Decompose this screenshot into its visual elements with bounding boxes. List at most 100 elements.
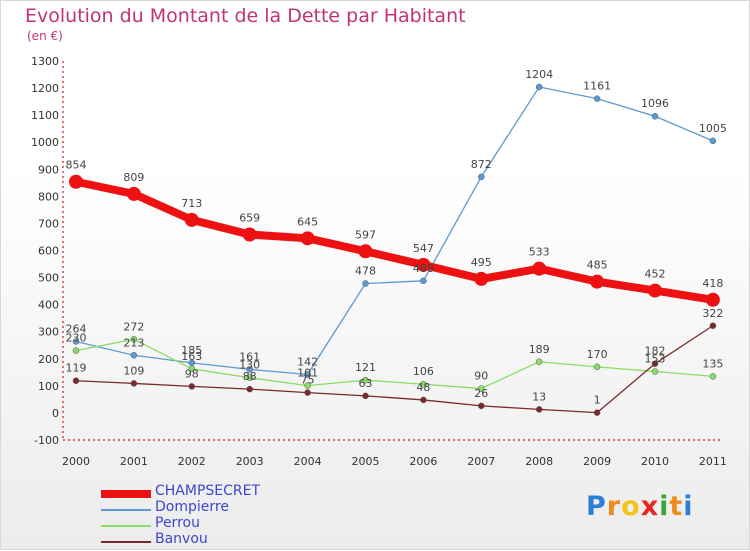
data-label: 264 xyxy=(66,322,87,335)
y-tick-label: 600 xyxy=(38,245,59,258)
data-label: 495 xyxy=(471,256,492,269)
data-point xyxy=(532,261,547,276)
y-tick-label: 1000 xyxy=(31,136,59,149)
data-label: 418 xyxy=(702,277,723,290)
data-point xyxy=(651,368,659,375)
data-point xyxy=(242,227,257,242)
data-label: 488 xyxy=(413,262,434,275)
data-label: 213 xyxy=(123,336,144,349)
data-label: 452 xyxy=(645,268,666,281)
y-tick-label: 700 xyxy=(38,217,59,230)
x-tick-label: 2009 xyxy=(583,455,611,468)
data-label: 872 xyxy=(471,158,492,171)
data-point xyxy=(126,186,141,201)
legend-swatch xyxy=(101,541,151,543)
y-tick-label: 200 xyxy=(38,353,59,366)
data-label: 1161 xyxy=(583,80,611,93)
data-label: 121 xyxy=(355,361,376,374)
data-point xyxy=(709,137,717,145)
x-tick-label: 2003 xyxy=(236,455,264,468)
data-point xyxy=(72,338,80,345)
data-label: 119 xyxy=(66,362,87,375)
data-label: 533 xyxy=(529,246,550,259)
data-label: 13 xyxy=(532,390,546,403)
data-point xyxy=(651,112,659,120)
y-tick-label: 1100 xyxy=(31,109,59,122)
data-label: 1005 xyxy=(699,122,727,135)
data-point xyxy=(474,271,489,286)
logo-letter: P xyxy=(586,491,607,522)
data-point xyxy=(362,280,369,287)
x-tick-label: 2010 xyxy=(641,455,669,468)
data-point xyxy=(184,212,199,227)
logo-letter: x xyxy=(640,491,660,522)
data-point xyxy=(478,173,485,181)
data-point xyxy=(358,244,373,259)
data-point xyxy=(593,363,601,371)
proxiti-logo: Proxiti xyxy=(586,491,694,522)
data-label: 189 xyxy=(529,343,550,356)
data-point xyxy=(188,383,196,390)
data-point xyxy=(130,352,138,359)
data-point xyxy=(478,402,485,410)
data-point xyxy=(69,174,83,189)
y-tick-label: 500 xyxy=(38,272,59,285)
legend-swatch xyxy=(101,525,151,527)
data-point xyxy=(535,358,543,366)
y-tick-label: 400 xyxy=(38,299,59,312)
data-label: 48 xyxy=(416,381,430,394)
logo-letter: i xyxy=(659,491,670,522)
y-tick-label: 300 xyxy=(38,326,59,339)
series-line xyxy=(75,338,714,390)
data-point xyxy=(590,274,605,289)
data-point xyxy=(420,277,427,285)
data-point xyxy=(420,396,427,404)
data-point xyxy=(709,322,717,330)
data-label: 322 xyxy=(702,307,723,320)
y-tick-label: 800 xyxy=(38,190,59,203)
data-point xyxy=(246,374,253,381)
data-label: 101 xyxy=(297,367,318,380)
data-point xyxy=(72,377,80,384)
data-label: 88 xyxy=(243,370,257,383)
data-point xyxy=(304,389,311,396)
data-label: 809 xyxy=(123,171,144,184)
data-label: 659 xyxy=(239,212,260,225)
data-label: 90 xyxy=(474,370,488,383)
x-tick-label: 2002 xyxy=(178,455,206,468)
data-point xyxy=(478,385,485,392)
y-tick-label: 100 xyxy=(38,380,59,393)
data-label: 713 xyxy=(181,197,202,210)
chart-title: Evolution du Montant de la Dette par Hab… xyxy=(25,5,466,27)
data-point xyxy=(130,336,138,343)
data-point xyxy=(130,380,138,387)
series-line xyxy=(72,177,717,304)
data-point xyxy=(593,409,601,416)
data-label: 98 xyxy=(185,367,199,380)
x-tick-label: 2005 xyxy=(352,455,380,468)
data-point xyxy=(188,365,196,373)
data-label: 485 xyxy=(587,259,608,272)
data-point xyxy=(535,406,543,413)
data-point xyxy=(535,83,543,91)
y-tick-label: 900 xyxy=(38,163,59,176)
y-tick-label: 0 xyxy=(52,407,59,420)
data-label: 1204 xyxy=(525,68,553,81)
data-label: 161 xyxy=(239,350,260,363)
data-label: 163 xyxy=(181,350,202,363)
logo-letter: r xyxy=(606,491,622,522)
data-label: 1 xyxy=(594,394,601,407)
data-label: 63 xyxy=(359,377,373,390)
data-label: 272 xyxy=(123,320,144,333)
data-label: 135 xyxy=(702,357,723,370)
data-label: 185 xyxy=(181,344,202,357)
data-label: 547 xyxy=(413,242,434,255)
data-point xyxy=(304,371,311,378)
y-tick-label: -100 xyxy=(34,434,59,447)
x-tick-label: 2006 xyxy=(409,455,437,468)
data-label: 1096 xyxy=(641,97,669,110)
data-label: 153 xyxy=(645,353,666,366)
data-label: 645 xyxy=(297,215,318,228)
legend-label: Banvou xyxy=(155,531,208,547)
